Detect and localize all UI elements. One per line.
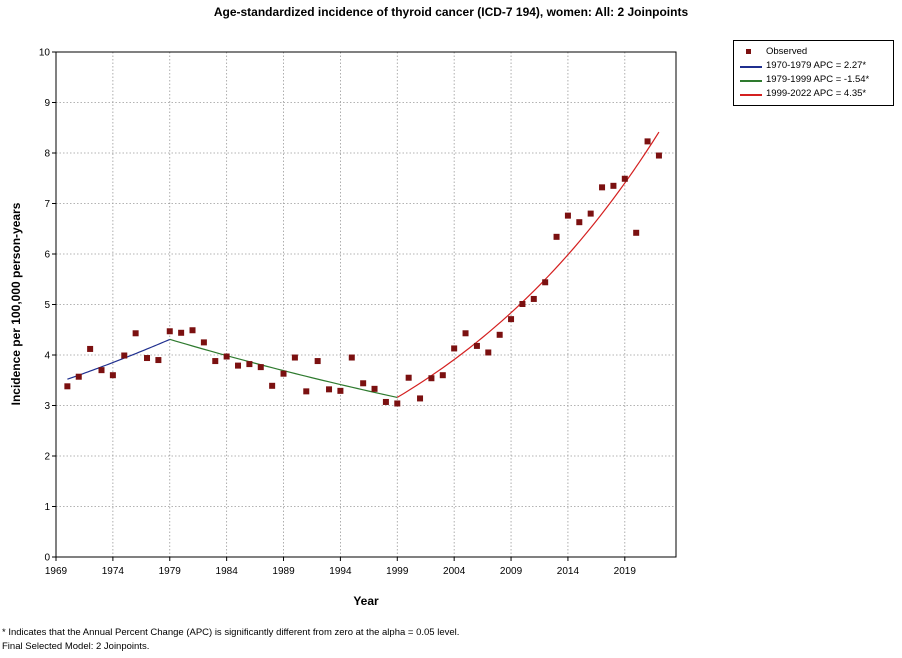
x-tick-label: 2009	[500, 566, 523, 577]
legend-label-segment-1: 1970-1979 APC = 2.27*	[766, 60, 867, 71]
observed-point	[212, 358, 219, 365]
x-tick-label: 1994	[329, 566, 352, 577]
y-tick-label: 2	[44, 452, 50, 463]
observed-point	[508, 316, 515, 323]
observed-marker-icon	[746, 49, 751, 54]
observed-point	[553, 233, 560, 240]
observed-point	[599, 184, 606, 191]
observed-point	[451, 345, 458, 352]
observed-point	[269, 382, 276, 389]
observed-point	[109, 372, 116, 379]
legend-label-segment-2: 1979-1999 APC = -1.54*	[766, 74, 870, 85]
x-tick-label: 1969	[45, 566, 68, 577]
trend-line-segment-3	[396, 131, 660, 398]
observed-point	[75, 373, 82, 380]
x-tick-label: 2014	[557, 566, 580, 577]
observed-point	[496, 331, 503, 338]
trend-line-segment-1	[67, 338, 170, 380]
x-axis-label: Year	[353, 594, 379, 608]
chart-title: Age-standardized incidence of thyroid ca…	[213, 5, 689, 19]
grid-layer	[56, 52, 676, 557]
observed-point	[189, 327, 196, 334]
observed-point	[405, 374, 412, 381]
observed-point	[576, 219, 583, 226]
observed-point	[98, 367, 105, 374]
observed-point	[371, 385, 378, 392]
x-tick-label: 1974	[102, 566, 125, 577]
trend-line-segment-2	[169, 338, 398, 399]
observed-point	[564, 212, 571, 219]
observed-point	[633, 229, 640, 236]
footnote-significance: * Indicates that the Annual Percent Chan…	[2, 627, 460, 638]
observed-point	[121, 352, 128, 359]
observed-point	[655, 152, 662, 159]
y-tick-label: 6	[44, 250, 50, 261]
y-tick-label: 5	[44, 300, 50, 311]
observed-point	[303, 388, 310, 395]
footnote-model: Final Selected Model: 2 Joinpoints.	[2, 641, 150, 652]
observed-point	[382, 398, 389, 405]
observed-point	[337, 387, 344, 394]
observed-point	[257, 364, 264, 371]
observed-point	[200, 339, 207, 346]
observed-point	[235, 362, 242, 369]
blue-line-icon	[740, 66, 762, 68]
y-tick-label: 8	[44, 149, 50, 160]
observed-point	[428, 375, 435, 382]
y-tick-label: 7	[44, 199, 50, 210]
red-line-icon	[740, 94, 762, 96]
y-tick-label: 0	[44, 553, 50, 564]
observed-point	[462, 330, 469, 337]
x-tick-label: 2019	[614, 566, 637, 577]
observed-point	[644, 138, 651, 145]
observed-points	[64, 138, 662, 407]
y-tick-label: 3	[44, 401, 50, 412]
plot-frame	[55, 51, 677, 558]
observed-point	[417, 395, 424, 402]
legend: Observed 1970-1979 APC = 2.27* 1979-1999…	[733, 40, 894, 106]
x-tick-label: 1989	[272, 566, 295, 577]
observed-point	[223, 353, 230, 360]
observed-point	[246, 361, 253, 368]
observed-point	[485, 349, 492, 356]
observed-point	[360, 380, 367, 387]
observed-point	[166, 328, 173, 335]
observed-point	[64, 383, 71, 390]
observed-point	[610, 182, 617, 189]
axis-layer: 0 1 2 3 4 5 6 7 8 9 10 1969 1974 1979 1984 1989 1994 1999…	[39, 48, 636, 578]
observed-point	[439, 372, 446, 379]
x-tick-label: 1999	[386, 566, 409, 577]
green-line-icon	[740, 80, 762, 82]
x-tick-label: 1984	[216, 566, 239, 577]
observed-point	[621, 175, 628, 182]
observed-point	[394, 400, 401, 407]
observed-point	[530, 295, 537, 302]
y-axis-label: Incidence per 100,000 person-years	[9, 202, 23, 405]
observed-point	[144, 355, 151, 362]
observed-point	[587, 210, 594, 217]
observed-point	[542, 279, 549, 286]
observed-point	[132, 330, 139, 337]
observed-point	[87, 345, 94, 352]
x-tick-label: 1979	[159, 566, 182, 577]
observed-point	[155, 357, 162, 364]
observed-point	[519, 300, 526, 307]
observed-point	[178, 329, 185, 336]
observed-point	[314, 358, 321, 365]
observed-point	[473, 342, 480, 349]
y-tick-label: 10	[39, 48, 51, 59]
y-tick-label: 9	[44, 98, 50, 109]
trend-lines	[67, 131, 660, 399]
observed-point	[348, 354, 355, 361]
x-tick-label: 2004	[443, 566, 466, 577]
legend-label-segment-3: 1999-2022 APC = 4.35*	[766, 88, 867, 99]
y-tick-label: 1	[44, 502, 50, 513]
observed-point	[291, 354, 298, 361]
legend-label-observed: Observed	[766, 46, 808, 57]
observed-point	[280, 370, 287, 377]
observed-point	[326, 386, 333, 393]
y-tick-label: 4	[44, 351, 50, 362]
